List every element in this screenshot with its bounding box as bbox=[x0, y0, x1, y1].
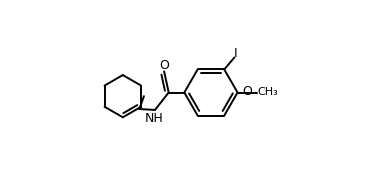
Text: I: I bbox=[233, 47, 237, 60]
Text: O: O bbox=[243, 85, 253, 98]
Text: CH₃: CH₃ bbox=[258, 87, 279, 97]
Text: NH: NH bbox=[145, 112, 163, 125]
Text: O: O bbox=[159, 59, 169, 72]
